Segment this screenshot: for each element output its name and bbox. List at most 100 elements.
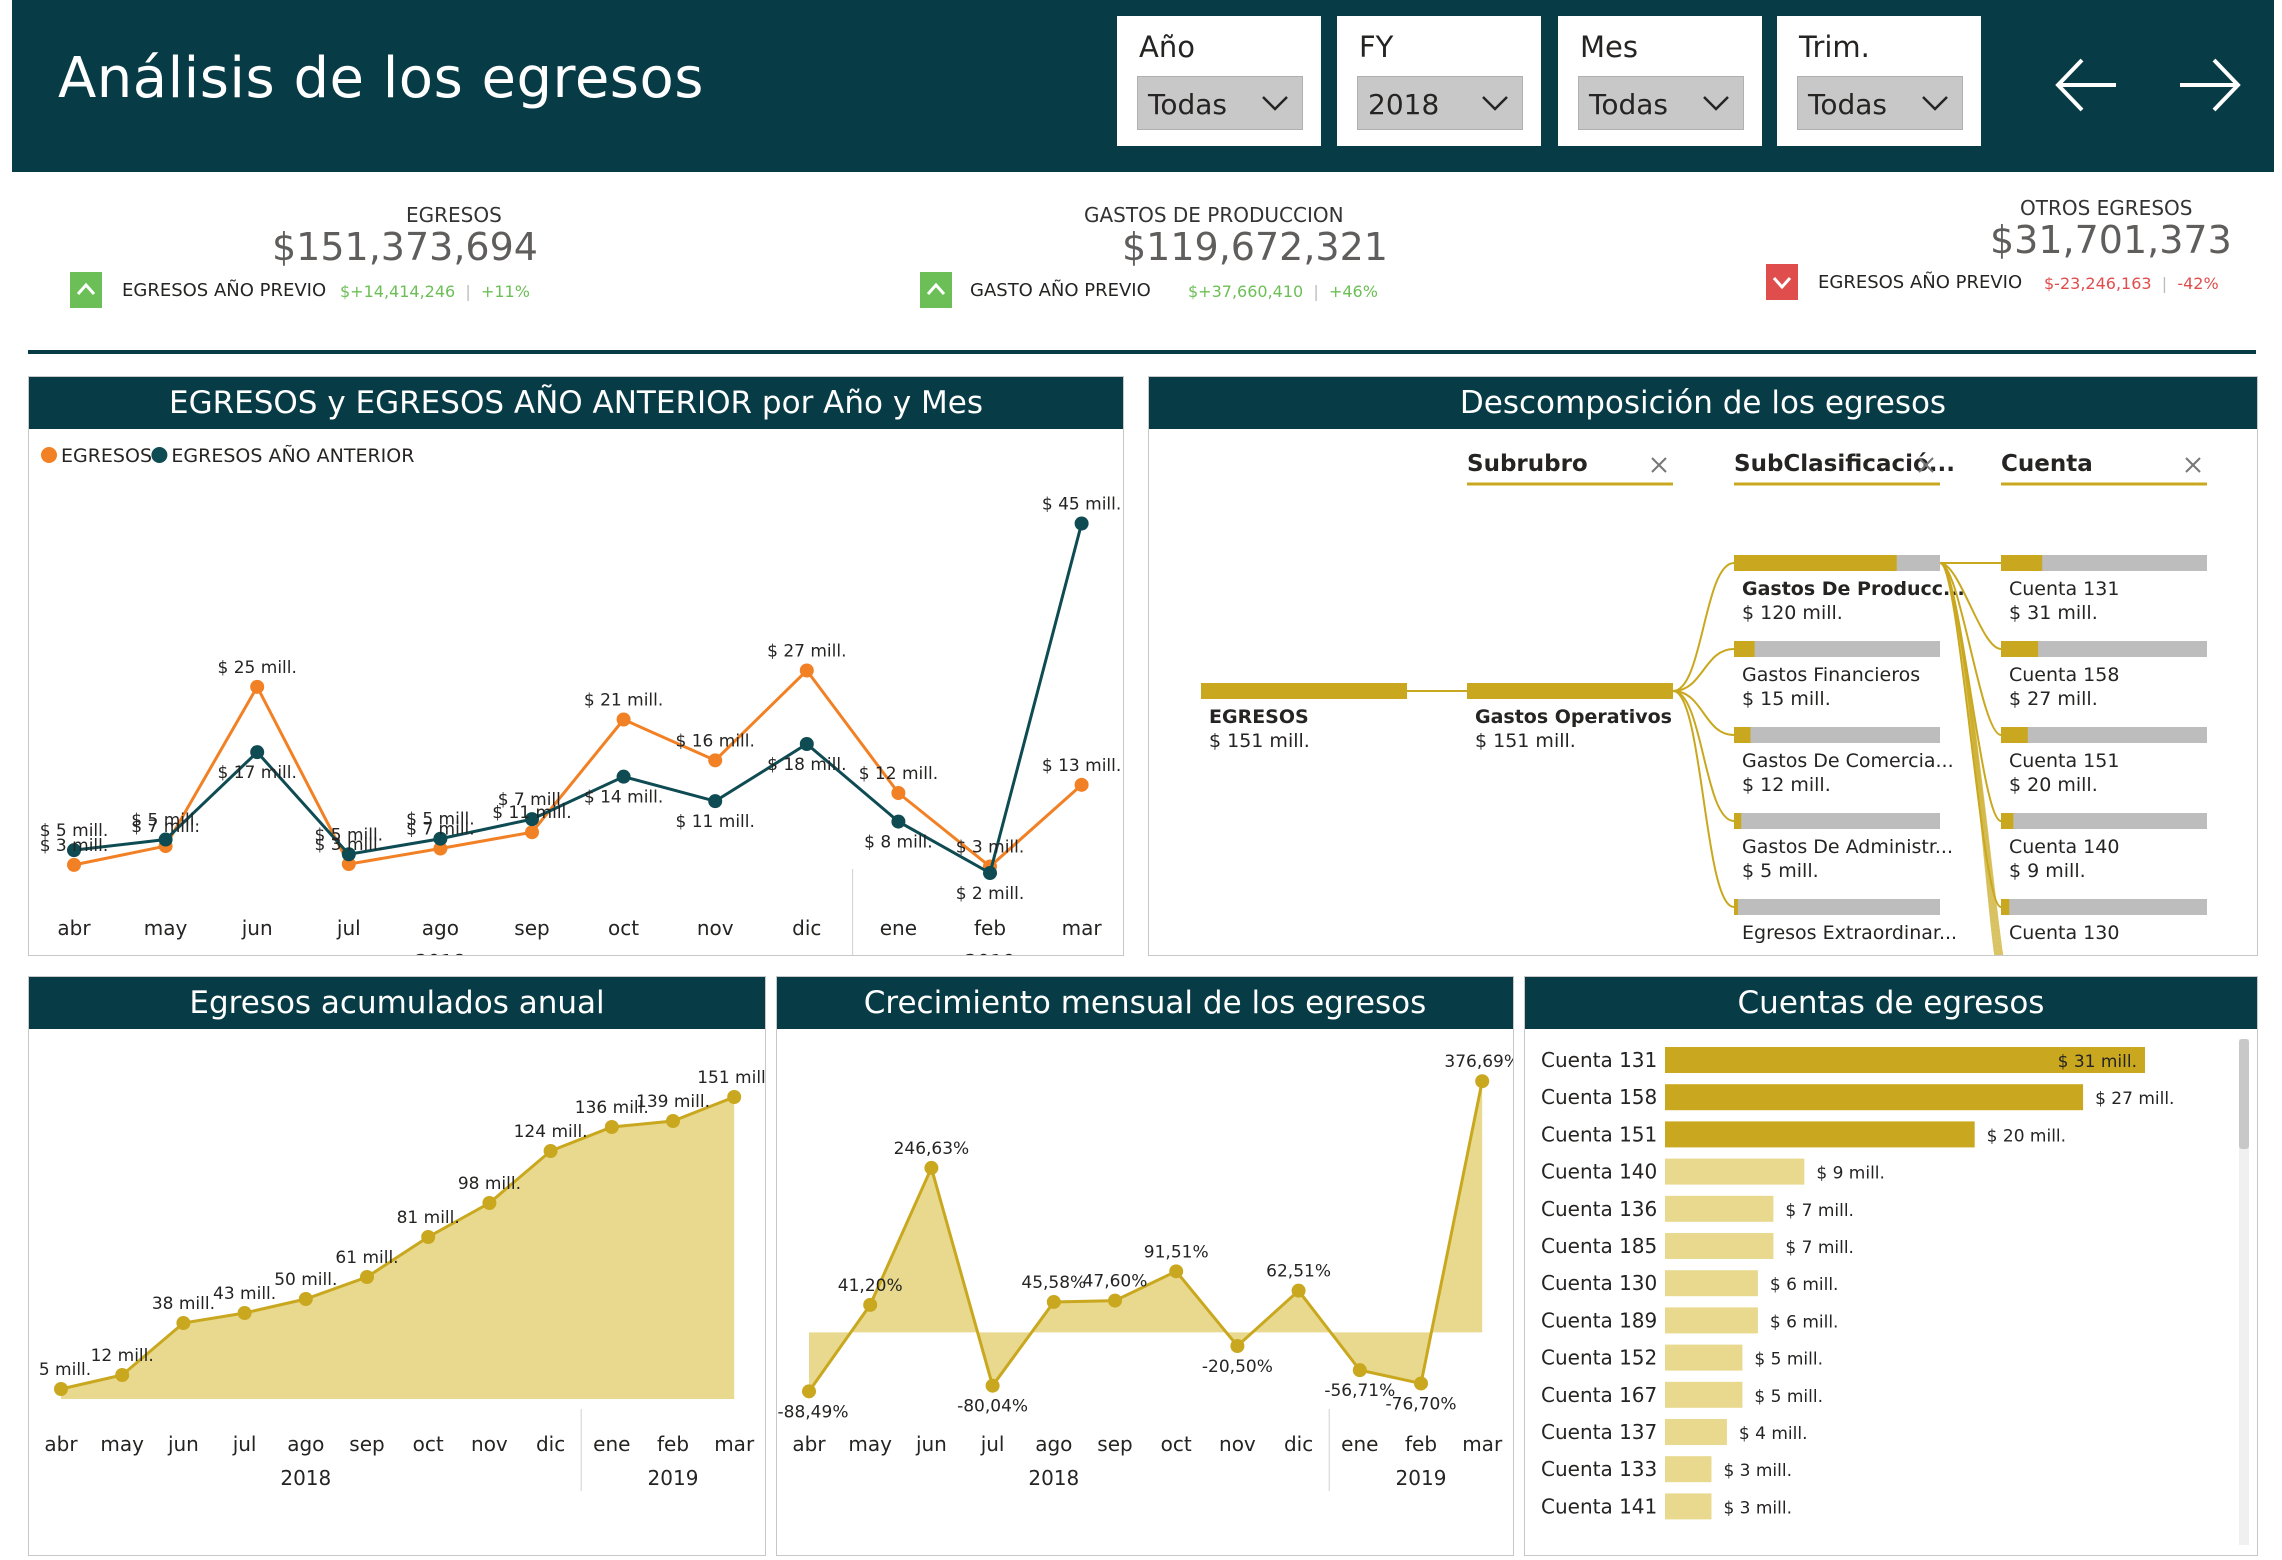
data-point bbox=[616, 769, 631, 784]
area-chart-crecimiento[interactable]: -88,49% 41,20% 246,63% -80,04% 45,58%47,60% 9… bbox=[777, 1029, 1513, 1555]
x-tick-label: ago bbox=[422, 916, 459, 940]
area-fill bbox=[61, 1097, 735, 1399]
panel-egresos-vs-anterior: EGRESOS y EGRESOS AÑO ANTERIOR por Año y… bbox=[28, 376, 1124, 956]
data-label: $ 3 mill. bbox=[315, 835, 384, 855]
slicer-trim-label: Trim. bbox=[1799, 30, 1870, 64]
arrow-right-icon[interactable] bbox=[2174, 50, 2244, 120]
level-header: Subrubro bbox=[1467, 451, 1588, 477]
tree-connector bbox=[1672, 690, 1735, 822]
tree-node-label: Cuenta 140 bbox=[2009, 836, 2119, 858]
slicer-mes: Mes Todas bbox=[1558, 16, 1762, 146]
chevron-down-icon bbox=[1482, 96, 1508, 111]
bar bbox=[1665, 1195, 1774, 1222]
tree-node-bar bbox=[2001, 555, 2043, 571]
data-point bbox=[604, 1120, 619, 1134]
series-line bbox=[807, 1080, 1484, 1393]
category-label: Cuenta 137 bbox=[1541, 1420, 1657, 1444]
page-title: Análisis de los egresos bbox=[58, 46, 704, 111]
trend-up-icon bbox=[920, 272, 952, 308]
bar-chart-cuentas[interactable]: Cuenta 131 $ 31 mill. Cuenta 158 $ 27 mill.… bbox=[1525, 1029, 2257, 1555]
data-label: $ 31 mill. bbox=[2058, 1052, 2137, 1072]
tree-node-bar bbox=[2001, 899, 2010, 915]
data-point bbox=[250, 745, 265, 760]
data-label: $ 21 mill. bbox=[584, 691, 663, 711]
x-tick-label: mar bbox=[714, 1432, 755, 1456]
data-point bbox=[1074, 516, 1089, 531]
close-icon[interactable] bbox=[1918, 457, 1934, 473]
tree-node-track bbox=[1734, 899, 1940, 915]
data-point bbox=[1291, 1283, 1306, 1298]
kpi-egresos-value: $151,373,694 bbox=[272, 225, 538, 269]
data-label: -80,04% bbox=[957, 1397, 1028, 1417]
area-chart-acumulados[interactable]: 5 mill.12 mill. 38 mill.43 mill.50 mill.6… bbox=[29, 1029, 765, 1555]
data-label: $ 5 mill. bbox=[315, 825, 384, 845]
tree-node-label: Gastos De Comercia... bbox=[1742, 750, 1954, 772]
slicer-trim-value: Todas bbox=[1808, 88, 1887, 121]
data-label: 61 mill. bbox=[335, 1248, 398, 1268]
data-label: $ 7 mill. bbox=[1785, 1201, 1854, 1221]
tree-node-label: Cuenta 131 bbox=[2009, 578, 2119, 600]
trend-down-icon bbox=[1766, 264, 1798, 300]
decomposition-tree[interactable]: Subrubro SubClasificació... CuentaEGRESOS$… bbox=[1149, 429, 2257, 955]
data-point bbox=[158, 832, 173, 847]
slicer-ano-dropdown[interactable]: Todas bbox=[1137, 76, 1303, 130]
data-point bbox=[1074, 777, 1089, 792]
data-label: $ 3 mill. bbox=[1723, 1498, 1792, 1518]
category-label: Cuenta 141 bbox=[1541, 1494, 1657, 1518]
scrollbar-thumb[interactable] bbox=[2239, 1039, 2249, 1149]
data-label: $ 11 mill. bbox=[676, 812, 755, 832]
line-chart[interactable]: EGRESOS EGRESOS AÑO ANTERIOR$ 3 mill.$ 5 … bbox=[29, 429, 1123, 955]
arrow-left-icon[interactable] bbox=[2052, 50, 2122, 120]
slicer-mes-dropdown[interactable]: Todas bbox=[1578, 76, 1744, 130]
data-label: 47,60% bbox=[1083, 1272, 1148, 1292]
chevron-down-icon bbox=[1262, 96, 1288, 111]
x-tick-label: ene bbox=[880, 916, 917, 940]
x-tick-label: oct bbox=[1161, 1432, 1192, 1456]
data-point bbox=[1414, 1376, 1428, 1391]
slicer-mes-label: Mes bbox=[1580, 30, 1638, 64]
tree-node-value: $ 15 mill. bbox=[1742, 688, 1831, 710]
panel-descomposicion: Descomposición de los egresos Subrubro Su… bbox=[1148, 376, 2258, 956]
kpi-separator: | bbox=[460, 282, 476, 301]
tree-node-value: $ 151 mill. bbox=[1475, 730, 1576, 752]
level-header: SubClasificació... bbox=[1734, 451, 1955, 477]
data-point bbox=[298, 1292, 313, 1306]
tree-node-bar bbox=[1734, 641, 1755, 657]
x-tick-label: sep bbox=[514, 916, 549, 940]
close-icon[interactable] bbox=[1651, 457, 1667, 473]
x-tick-label: nov bbox=[471, 1432, 508, 1456]
x-tick-label: jul bbox=[980, 1432, 1005, 1456]
category-label: Cuenta 152 bbox=[1541, 1346, 1657, 1370]
data-label: 38 mill. bbox=[152, 1294, 215, 1314]
kpi-separator: | bbox=[2156, 274, 2173, 293]
x-tick-label: abr bbox=[792, 1432, 826, 1456]
data-label: $ 27 mill. bbox=[2095, 1089, 2174, 1109]
panel-title: Cuentas de egresos bbox=[1525, 977, 2257, 1029]
tree-node-bar bbox=[1734, 899, 1738, 915]
x-year-label: 2019 bbox=[648, 1466, 699, 1490]
data-point bbox=[54, 1382, 68, 1396]
data-label: $ 5 mill. bbox=[131, 811, 200, 831]
data-label: -56,71% bbox=[1324, 1381, 1395, 1401]
slicer-trim-dropdown[interactable]: Todas bbox=[1797, 76, 1963, 130]
kpi-egresos-delta-pct: +11% bbox=[480, 282, 530, 301]
x-tick-label: nov bbox=[697, 916, 734, 940]
kpi-egresos-label: EGRESOS bbox=[406, 203, 502, 227]
tree-node-value: $ 27 mill. bbox=[2009, 688, 2098, 710]
tree-node-track bbox=[2001, 641, 2207, 657]
x-year-label: 2019 bbox=[1396, 1466, 1447, 1490]
section-divider bbox=[28, 350, 2256, 354]
data-point bbox=[799, 737, 814, 751]
slicer-ano-label: Año bbox=[1139, 30, 1195, 64]
area-fill bbox=[809, 1081, 1483, 1392]
tree-connector bbox=[1939, 562, 2002, 650]
bar bbox=[1665, 1493, 1712, 1520]
close-icon[interactable] bbox=[2185, 457, 2201, 473]
scrollbar-track[interactable] bbox=[2239, 1039, 2249, 1545]
level-header: Cuenta bbox=[2001, 451, 2093, 477]
data-point bbox=[421, 1230, 436, 1244]
x-year-label: 2018 bbox=[1028, 1466, 1079, 1490]
data-label: $ 8 mill. bbox=[864, 833, 933, 853]
slicer-fy-dropdown[interactable]: 2018 bbox=[1357, 76, 1523, 130]
tree-node-value: $ 31 mill. bbox=[2009, 602, 2098, 624]
